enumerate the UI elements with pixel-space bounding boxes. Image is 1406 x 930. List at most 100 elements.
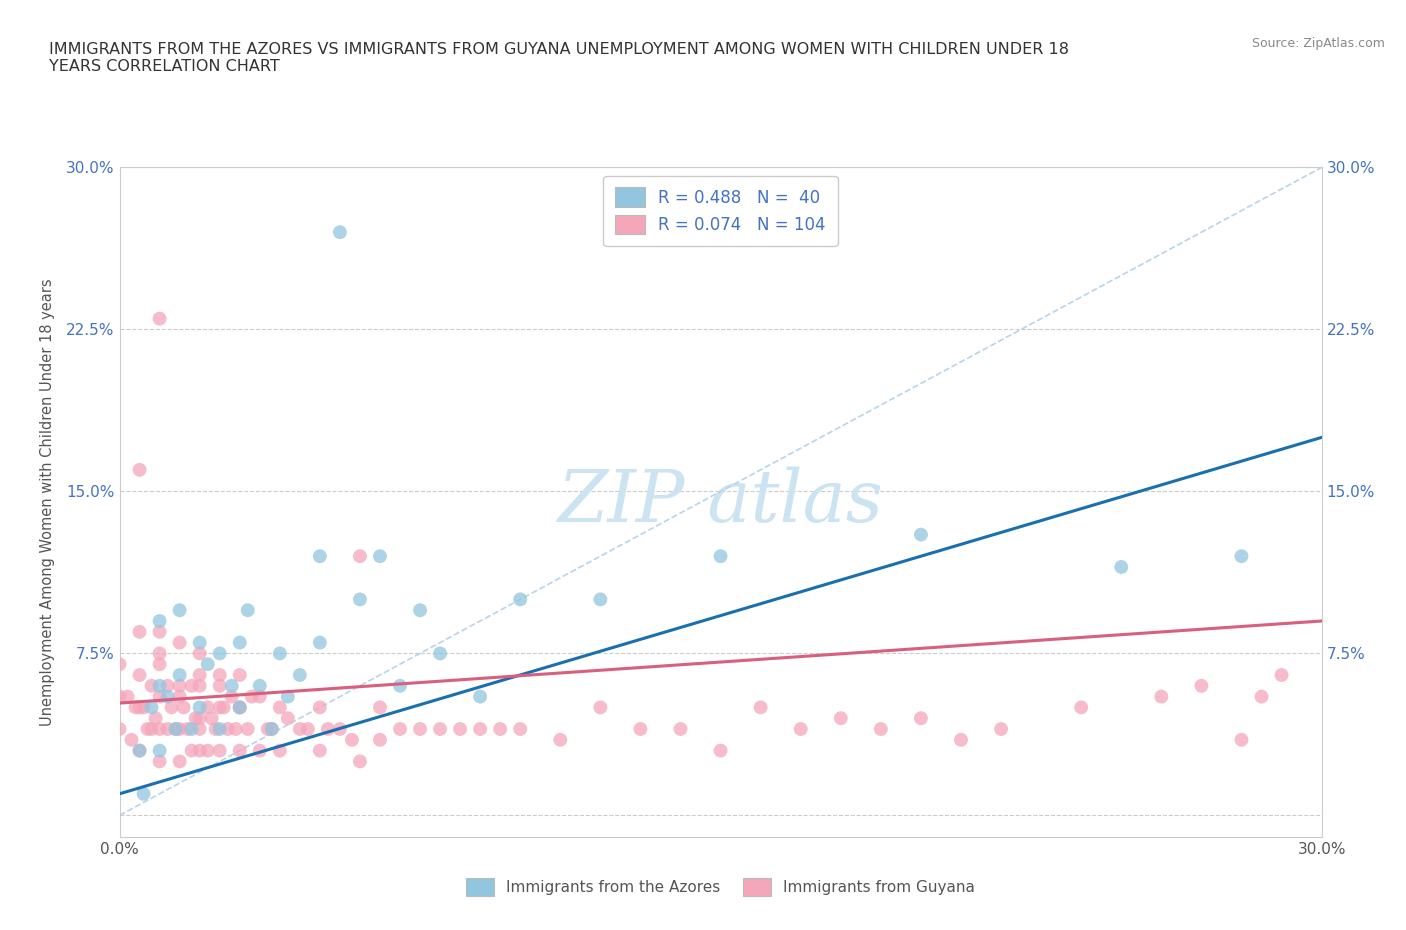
Point bbox=[1271, 668, 1294, 683]
Point bbox=[169, 668, 191, 683]
Point bbox=[749, 700, 772, 715]
Point bbox=[910, 711, 932, 725]
Text: Source: ZipAtlas.com: Source: ZipAtlas.com bbox=[1251, 37, 1385, 50]
Point bbox=[1230, 549, 1253, 564]
Point bbox=[249, 678, 271, 693]
Point bbox=[368, 732, 391, 747]
Point bbox=[288, 668, 311, 683]
Point bbox=[197, 743, 219, 758]
Point bbox=[188, 635, 211, 650]
Point bbox=[169, 754, 191, 769]
Point bbox=[149, 689, 172, 704]
Point bbox=[249, 743, 271, 758]
Point bbox=[349, 754, 371, 769]
Point bbox=[388, 678, 412, 693]
Point bbox=[124, 700, 146, 715]
Point bbox=[468, 722, 492, 737]
Point bbox=[197, 700, 219, 715]
Point bbox=[329, 722, 352, 737]
Point bbox=[221, 678, 243, 693]
Point bbox=[1250, 689, 1272, 704]
Point bbox=[208, 743, 231, 758]
Point bbox=[669, 722, 692, 737]
Point bbox=[449, 722, 471, 737]
Point bbox=[188, 743, 211, 758]
Point bbox=[550, 732, 572, 747]
Point bbox=[228, 743, 252, 758]
Legend: Immigrants from the Azores, Immigrants from Guyana: Immigrants from the Azores, Immigrants f… bbox=[456, 868, 986, 907]
Point bbox=[368, 700, 391, 715]
Point bbox=[117, 689, 139, 704]
Point bbox=[201, 711, 224, 725]
Point bbox=[165, 722, 187, 737]
Point bbox=[128, 668, 150, 683]
Point bbox=[141, 700, 163, 715]
Point bbox=[180, 743, 202, 758]
Point bbox=[108, 657, 131, 671]
Point bbox=[208, 646, 231, 661]
Text: ZIP atlas: ZIP atlas bbox=[558, 467, 883, 538]
Point bbox=[509, 722, 531, 737]
Point bbox=[221, 689, 243, 704]
Point bbox=[128, 743, 150, 758]
Point bbox=[489, 722, 512, 737]
Point bbox=[149, 678, 172, 693]
Point bbox=[128, 700, 150, 715]
Point bbox=[132, 787, 155, 802]
Point bbox=[429, 646, 451, 661]
Point bbox=[297, 722, 319, 737]
Point bbox=[349, 592, 371, 607]
Point bbox=[228, 635, 252, 650]
Point bbox=[208, 700, 231, 715]
Point bbox=[188, 711, 211, 725]
Point bbox=[208, 678, 231, 693]
Point bbox=[149, 754, 172, 769]
Point bbox=[145, 711, 167, 725]
Point bbox=[225, 722, 247, 737]
Point bbox=[1150, 689, 1173, 704]
Point bbox=[1111, 560, 1133, 575]
Point bbox=[1070, 700, 1092, 715]
Point bbox=[340, 732, 363, 747]
Point bbox=[173, 700, 195, 715]
Point bbox=[236, 722, 259, 737]
Point bbox=[429, 722, 451, 737]
Point bbox=[217, 722, 239, 737]
Point bbox=[169, 722, 191, 737]
Point bbox=[388, 722, 412, 737]
Point bbox=[204, 722, 226, 737]
Point bbox=[149, 722, 172, 737]
Point bbox=[260, 722, 283, 737]
Point bbox=[277, 711, 299, 725]
Point bbox=[589, 592, 612, 607]
Point bbox=[141, 678, 163, 693]
Point bbox=[184, 711, 207, 725]
Point bbox=[180, 678, 202, 693]
Point bbox=[180, 722, 202, 737]
Point bbox=[188, 668, 211, 683]
Point bbox=[790, 722, 813, 737]
Point bbox=[249, 689, 271, 704]
Point bbox=[260, 722, 283, 737]
Point bbox=[1191, 678, 1213, 693]
Point bbox=[269, 646, 291, 661]
Point bbox=[1230, 732, 1253, 747]
Point bbox=[630, 722, 652, 737]
Point bbox=[176, 722, 198, 737]
Point bbox=[128, 462, 150, 477]
Point bbox=[169, 635, 191, 650]
Point bbox=[910, 527, 932, 542]
Point bbox=[188, 722, 211, 737]
Point bbox=[228, 700, 252, 715]
Point bbox=[156, 722, 179, 737]
Point bbox=[141, 722, 163, 737]
Point bbox=[236, 603, 259, 618]
Point bbox=[256, 722, 278, 737]
Point bbox=[509, 592, 531, 607]
Point bbox=[128, 743, 150, 758]
Point bbox=[309, 635, 332, 650]
Point bbox=[169, 689, 191, 704]
Point bbox=[240, 689, 263, 704]
Point bbox=[409, 722, 432, 737]
Point bbox=[160, 700, 183, 715]
